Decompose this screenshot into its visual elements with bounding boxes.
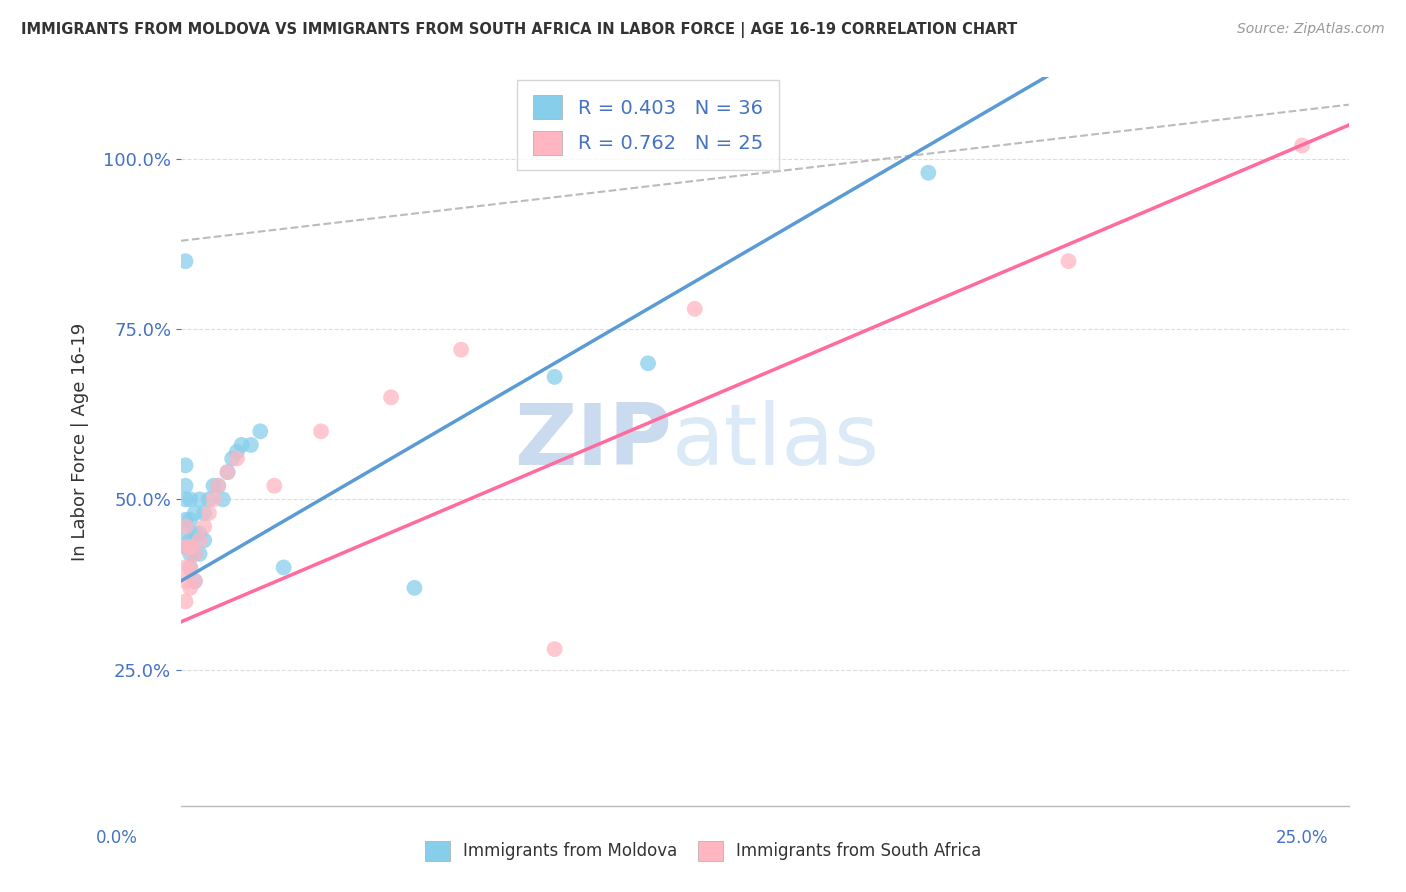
- Point: [198, 492, 221, 507]
- Point: [450, 343, 472, 357]
- Text: IMMIGRANTS FROM MOLDOVA VS IMMIGRANTS FROM SOUTH AFRICA IN LABOR FORCE | AGE 16-: IMMIGRANTS FROM MOLDOVA VS IMMIGRANTS FR…: [21, 22, 1018, 38]
- Point: [683, 301, 706, 316]
- Point: [221, 451, 243, 466]
- Point: [174, 526, 197, 541]
- Point: [179, 581, 201, 595]
- Point: [184, 547, 207, 561]
- Point: [179, 547, 201, 561]
- Point: [174, 519, 197, 533]
- Point: [198, 506, 221, 520]
- Point: [179, 513, 201, 527]
- Point: [174, 560, 197, 574]
- Point: [174, 540, 197, 554]
- Point: [309, 425, 332, 439]
- Text: ZIP: ZIP: [513, 400, 672, 483]
- Point: [239, 438, 262, 452]
- Point: [174, 458, 197, 473]
- Point: [174, 594, 197, 608]
- Y-axis label: In Labor Force | Age 16-19: In Labor Force | Age 16-19: [72, 322, 89, 561]
- Point: [273, 560, 295, 574]
- Point: [231, 438, 253, 452]
- Point: [193, 519, 215, 533]
- Point: [917, 166, 939, 180]
- Point: [179, 560, 201, 574]
- Point: [202, 492, 225, 507]
- Point: [188, 547, 211, 561]
- Point: [637, 356, 659, 370]
- Point: [174, 513, 197, 527]
- Point: [174, 574, 197, 588]
- Point: [226, 451, 249, 466]
- Point: [179, 560, 201, 574]
- Point: [543, 370, 565, 384]
- Point: [188, 492, 211, 507]
- Point: [1057, 254, 1080, 268]
- Point: [193, 533, 215, 548]
- Point: [184, 506, 207, 520]
- Point: [188, 526, 211, 541]
- Text: 25.0%: 25.0%: [1277, 829, 1329, 847]
- Text: 0.0%: 0.0%: [96, 829, 138, 847]
- Point: [174, 479, 197, 493]
- Point: [184, 574, 207, 588]
- Point: [184, 574, 207, 588]
- Legend: Immigrants from Moldova, Immigrants from South Africa: Immigrants from Moldova, Immigrants from…: [418, 834, 988, 868]
- Text: Source: ZipAtlas.com: Source: ZipAtlas.com: [1237, 22, 1385, 37]
- Point: [179, 492, 201, 507]
- Legend: R = 0.403   N = 36, R = 0.762   N = 25: R = 0.403 N = 36, R = 0.762 N = 25: [517, 80, 779, 170]
- Point: [226, 444, 249, 458]
- Point: [174, 254, 197, 268]
- Point: [202, 479, 225, 493]
- Point: [184, 547, 207, 561]
- Point: [543, 642, 565, 657]
- Point: [1291, 138, 1313, 153]
- Point: [207, 479, 229, 493]
- Point: [184, 526, 207, 541]
- Point: [179, 533, 201, 548]
- Point: [217, 465, 239, 479]
- Point: [188, 533, 211, 548]
- Point: [174, 540, 197, 554]
- Point: [193, 506, 215, 520]
- Point: [249, 425, 271, 439]
- Point: [179, 540, 201, 554]
- Text: atlas: atlas: [672, 400, 879, 483]
- Point: [207, 479, 229, 493]
- Point: [212, 492, 235, 507]
- Point: [380, 390, 402, 404]
- Point: [174, 492, 197, 507]
- Point: [263, 479, 285, 493]
- Point: [404, 581, 426, 595]
- Point: [217, 465, 239, 479]
